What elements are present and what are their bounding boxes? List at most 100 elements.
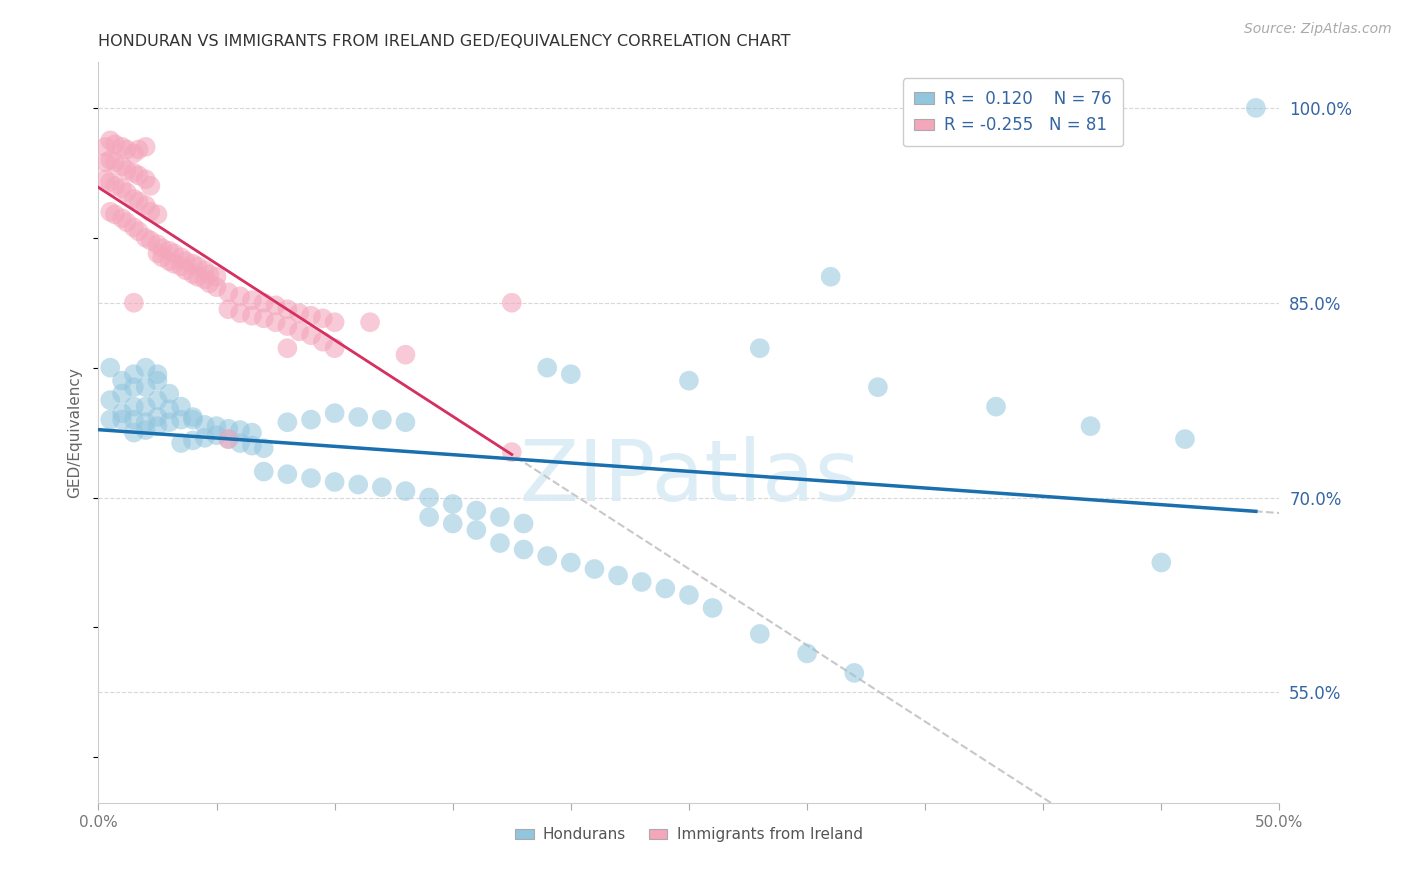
Point xyxy=(441,497,464,511)
Point xyxy=(194,417,217,432)
Point xyxy=(122,400,145,414)
Point xyxy=(276,467,298,482)
Point xyxy=(111,140,134,154)
Point xyxy=(122,220,145,235)
Point xyxy=(630,574,652,589)
Point xyxy=(194,263,217,277)
Point xyxy=(205,419,228,434)
Point xyxy=(347,477,370,491)
Point xyxy=(198,267,221,281)
Point xyxy=(122,412,145,426)
Point xyxy=(146,207,169,221)
Point xyxy=(217,422,239,436)
Point xyxy=(135,231,157,245)
Point xyxy=(128,169,150,183)
Point xyxy=(702,601,724,615)
Point xyxy=(371,480,394,494)
Point xyxy=(512,516,534,531)
Point xyxy=(98,360,121,375)
Point xyxy=(104,137,127,152)
Point xyxy=(323,475,346,489)
Point xyxy=(181,412,204,426)
Point xyxy=(111,386,134,401)
Point xyxy=(560,367,582,381)
Point xyxy=(111,412,134,426)
Point xyxy=(654,582,676,596)
Point xyxy=(170,412,193,426)
Point xyxy=(501,295,523,310)
Point xyxy=(111,406,134,420)
Point xyxy=(796,647,818,661)
Point xyxy=(98,204,121,219)
Point xyxy=(98,153,121,167)
Point xyxy=(748,627,770,641)
Point xyxy=(394,484,416,499)
Point xyxy=(111,211,134,226)
Point xyxy=(122,146,145,161)
Point xyxy=(181,257,204,271)
Point xyxy=(678,588,700,602)
Point xyxy=(229,289,252,303)
Point xyxy=(253,465,276,479)
Point xyxy=(205,280,228,294)
Point xyxy=(170,250,193,264)
Point xyxy=(157,244,180,258)
Point xyxy=(820,269,842,284)
Point xyxy=(1080,419,1102,434)
Point xyxy=(229,436,252,450)
Point xyxy=(146,410,169,425)
Point xyxy=(104,207,127,221)
Point xyxy=(135,423,157,437)
Point xyxy=(111,159,134,173)
Point xyxy=(229,306,252,320)
Point xyxy=(240,439,263,453)
Point xyxy=(312,311,335,326)
Point xyxy=(240,425,263,440)
Point xyxy=(128,194,150,209)
Point xyxy=(122,367,145,381)
Point xyxy=(418,510,440,524)
Point xyxy=(122,166,145,180)
Point xyxy=(536,360,558,375)
Point xyxy=(194,431,217,445)
Point xyxy=(98,133,121,147)
Point xyxy=(217,285,239,300)
Point xyxy=(253,311,276,326)
Y-axis label: GED/Equivalency: GED/Equivalency xyxy=(67,368,83,498)
Point xyxy=(217,432,239,446)
Point xyxy=(299,309,322,323)
Point xyxy=(98,412,121,426)
Point xyxy=(135,198,157,212)
Point xyxy=(115,186,138,200)
Point xyxy=(187,260,209,274)
Point xyxy=(1150,556,1173,570)
Point xyxy=(181,267,204,281)
Point xyxy=(299,471,322,485)
Point xyxy=(512,542,534,557)
Point xyxy=(1244,101,1267,115)
Text: ZIPatlas: ZIPatlas xyxy=(519,435,859,518)
Point xyxy=(174,263,197,277)
Point xyxy=(163,257,186,271)
Point xyxy=(139,178,162,193)
Point xyxy=(359,315,381,329)
Point xyxy=(115,215,138,229)
Point xyxy=(240,309,263,323)
Point xyxy=(489,510,512,524)
Point xyxy=(276,341,298,355)
Point xyxy=(146,374,169,388)
Point xyxy=(194,272,217,286)
Point xyxy=(323,315,346,329)
Point xyxy=(157,415,180,429)
Point xyxy=(174,254,197,268)
Point xyxy=(240,293,263,307)
Point xyxy=(253,441,276,455)
Point xyxy=(394,348,416,362)
Point xyxy=(122,295,145,310)
Point xyxy=(607,568,630,582)
Point xyxy=(198,277,221,291)
Point xyxy=(94,172,117,186)
Point xyxy=(276,302,298,317)
Point xyxy=(104,155,127,169)
Point xyxy=(288,306,311,320)
